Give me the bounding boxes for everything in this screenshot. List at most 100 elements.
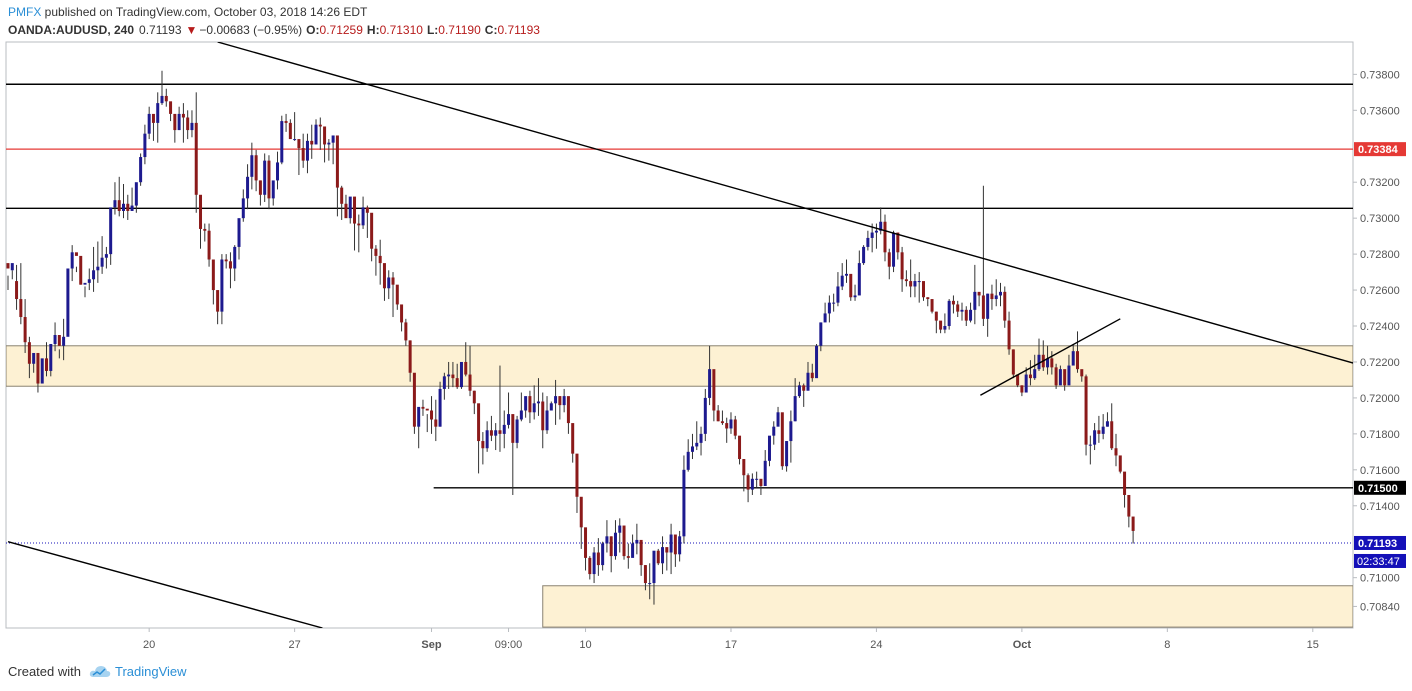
candle-bearish xyxy=(541,401,545,431)
candle-bearish xyxy=(335,135,339,188)
high-value: 0.71310 xyxy=(380,23,424,37)
candle-bullish xyxy=(750,478,754,490)
candle-bullish xyxy=(797,385,801,397)
candle-bullish xyxy=(1101,426,1105,434)
candle-bearish xyxy=(977,291,981,296)
candle-bullish xyxy=(190,122,194,131)
candle-bullish xyxy=(515,419,519,443)
candle-bullish xyxy=(49,343,53,371)
last-price: 0.71193 xyxy=(139,23,182,37)
candle-bearish xyxy=(579,496,583,528)
candle-bullish xyxy=(793,396,797,422)
candle-bullish xyxy=(613,532,617,557)
candle-bearish xyxy=(365,207,369,213)
candle-bearish xyxy=(412,372,416,427)
candle-bullish xyxy=(874,230,878,233)
candle-bullish xyxy=(524,396,528,411)
candle-bullish xyxy=(789,421,793,442)
candle-bearish xyxy=(378,255,382,264)
candle-bullish xyxy=(840,275,844,287)
candle-bullish xyxy=(892,232,896,267)
candle-bullish xyxy=(690,446,694,452)
candle-bullish xyxy=(532,403,536,413)
candle-bearish xyxy=(357,223,361,226)
candle-bearish xyxy=(151,113,155,123)
candle-bearish xyxy=(1123,471,1127,495)
candle-bearish xyxy=(173,113,177,131)
candle-bearish xyxy=(584,527,588,558)
candle-bullish xyxy=(305,140,309,161)
candle-bullish xyxy=(156,103,160,123)
candle-bullish xyxy=(605,536,609,544)
candle-bullish xyxy=(92,270,96,280)
candle-bullish xyxy=(729,419,733,429)
candle-bearish xyxy=(921,281,925,298)
symbol-label: OANDA:AUDUSD, 240 xyxy=(8,23,134,37)
candle-bearish xyxy=(665,547,669,553)
candle-bullish xyxy=(827,302,831,314)
candle-bearish xyxy=(1097,430,1101,434)
candle-bullish xyxy=(1046,358,1050,368)
candle-bullish xyxy=(100,257,104,267)
candle-bullish xyxy=(601,543,605,566)
candle-bullish xyxy=(806,372,810,391)
candle-bullish xyxy=(271,180,275,199)
footer: Created with TradingView xyxy=(8,664,187,679)
candle-bearish xyxy=(738,435,742,460)
candle-bearish xyxy=(477,403,481,442)
current-price-badge-label: 0.71193 xyxy=(1358,538,1397,550)
candle-bullish xyxy=(669,534,673,553)
candle-bullish xyxy=(870,232,874,238)
close-label: C: xyxy=(485,23,498,37)
candle-bullish xyxy=(592,552,596,575)
trendline xyxy=(980,318,1121,396)
candle-bullish xyxy=(502,424,506,434)
candle-bullish xyxy=(387,277,391,289)
candle-bullish xyxy=(485,430,489,449)
candle-bearish xyxy=(1011,349,1015,375)
candle-bullish xyxy=(776,412,780,427)
price-tick-label: 0.73000 xyxy=(1360,213,1400,225)
candle-bullish xyxy=(823,313,827,323)
candle-bearish xyxy=(207,230,211,260)
candle-bearish xyxy=(939,320,943,330)
candle-bullish xyxy=(62,336,66,346)
candle-bullish xyxy=(986,293,990,319)
candle-bullish xyxy=(10,263,14,271)
candle-bullish xyxy=(635,539,639,544)
candle-bullish xyxy=(438,388,442,427)
price-tick-label: 0.73600 xyxy=(1360,105,1400,117)
candle-bullish xyxy=(40,358,44,384)
support-resistance-zone xyxy=(6,345,1353,387)
candle-bearish xyxy=(498,430,502,434)
candle-bearish xyxy=(164,95,168,102)
candle-bullish xyxy=(844,273,848,276)
tradingview-link[interactable]: TradingView xyxy=(89,664,187,679)
candle-bullish xyxy=(695,442,699,447)
candle-bullish xyxy=(70,252,74,269)
candle-bearish xyxy=(340,187,344,204)
candle-bearish xyxy=(464,361,468,375)
candle-bearish xyxy=(639,539,643,566)
candle-bullish xyxy=(66,268,70,337)
trendlines-layer xyxy=(7,42,1353,628)
candle-bearish xyxy=(626,556,630,558)
candle-bullish xyxy=(772,426,776,436)
candle-bearish xyxy=(421,406,425,409)
price-axis[interactable]: 0.73800 0.73600 0.73200 0.73000 0.72800 0.726… xyxy=(1353,69,1406,613)
candle-bearish xyxy=(566,396,570,424)
current-price-badge xyxy=(1354,535,1406,550)
candle-bearish xyxy=(258,180,262,195)
time-axis[interactable]: 20 27 Sep 09:00 10 17 24 Oct 8 15 xyxy=(143,628,1319,651)
candles-layer xyxy=(6,70,1135,605)
candle-bullish xyxy=(1033,369,1037,379)
levels-layer xyxy=(6,83,1353,544)
candle-bearish xyxy=(759,478,763,486)
candle-bearish xyxy=(400,304,404,323)
candle-bullish xyxy=(785,441,789,467)
candle-bullish xyxy=(220,259,224,312)
candle-bearish xyxy=(451,374,455,379)
candle-bearish xyxy=(23,317,27,343)
candle-bearish xyxy=(472,390,476,404)
